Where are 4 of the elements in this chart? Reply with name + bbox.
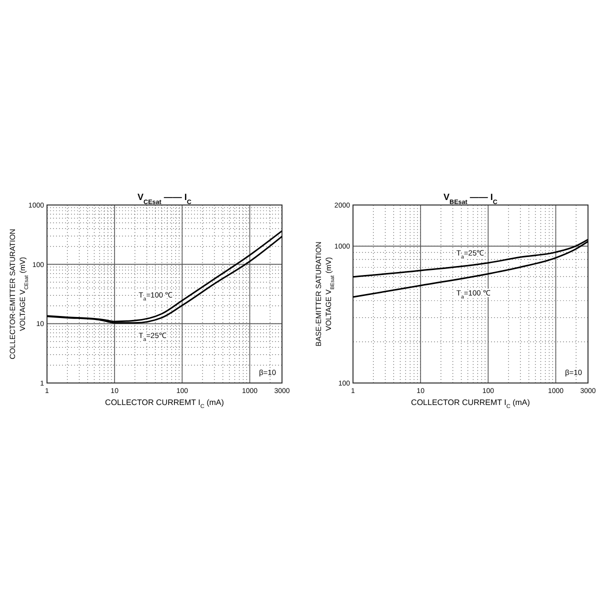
chart-title: V$_{BEsat}$ —— I$_{C}$ [444, 192, 498, 206]
x-axis-title: COLLECTOR CURREMT I$_{C}$ (mA) [411, 398, 530, 410]
chart-title: V$_{CEsat}$ —— I$_{C}$ [138, 192, 192, 206]
x-axis-title: COLLECTOR CURREMT I$_{C}$ (mA) [105, 398, 224, 410]
